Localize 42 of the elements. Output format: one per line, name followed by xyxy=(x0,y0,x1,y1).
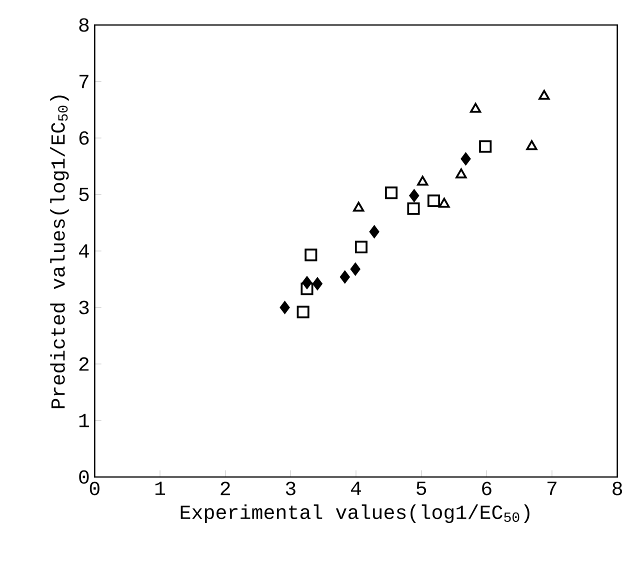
point xyxy=(350,262,360,276)
point xyxy=(300,282,314,296)
point xyxy=(417,176,428,186)
point xyxy=(354,240,368,254)
x-tick-label: 5 xyxy=(416,482,426,496)
y-tick-label: 1 xyxy=(79,414,89,428)
y-tick-label: 7 xyxy=(80,74,88,88)
point xyxy=(296,306,310,318)
y-tick-label: 5 xyxy=(79,188,89,202)
point xyxy=(312,277,322,290)
point xyxy=(409,189,420,202)
x-tick-label: 2 xyxy=(220,482,230,496)
point xyxy=(460,152,471,166)
y-tick-label: 6 xyxy=(79,131,89,145)
y-tick-label: 4 xyxy=(78,244,89,258)
point xyxy=(353,202,364,212)
x-tick-label: 3 xyxy=(286,482,296,496)
y-tick-label: 0 xyxy=(79,470,89,484)
point xyxy=(280,301,290,314)
point xyxy=(538,90,550,100)
y-tick-label: 2 xyxy=(79,357,89,371)
x-tick-label: 6 xyxy=(482,482,492,496)
point xyxy=(369,226,380,238)
point xyxy=(456,168,467,178)
x-tick-label: 0 xyxy=(90,482,100,496)
x-axis-title: Experimental values(log1/EC$_{50}$) xyxy=(180,504,530,524)
point xyxy=(304,248,318,262)
point xyxy=(470,102,482,113)
point xyxy=(407,202,420,215)
y-tick-label: 8 xyxy=(79,18,89,32)
x-tick-label: 8 xyxy=(612,482,622,496)
point xyxy=(385,186,398,200)
point xyxy=(340,270,350,284)
x-tick-label: 4 xyxy=(351,482,361,495)
point xyxy=(526,140,538,150)
x-tick-label: 1 xyxy=(155,482,166,495)
point xyxy=(479,140,492,153)
point xyxy=(438,198,450,208)
y-axis-title: Predicted values(log1/EC$_{50}$) xyxy=(50,96,69,408)
point xyxy=(427,194,440,207)
y-tick-label: 3 xyxy=(79,300,89,314)
x-tick-label: 7 xyxy=(548,482,556,495)
